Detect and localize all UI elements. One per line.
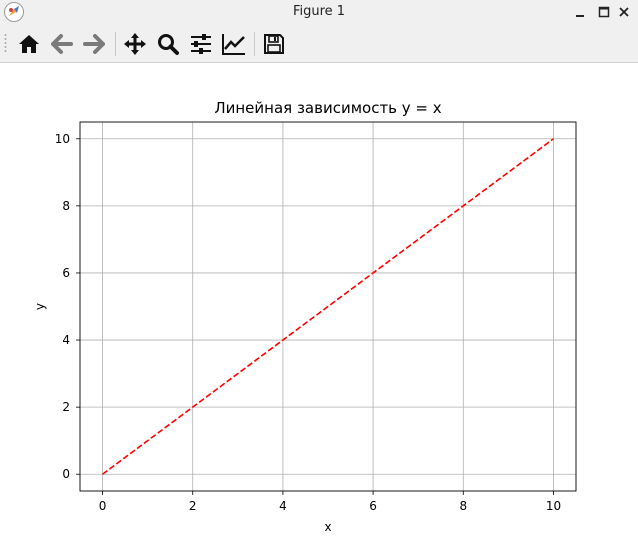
- minimize-button[interactable]: [573, 4, 587, 18]
- figure-canvas[interactable]: 0 2 4 6 8 10 0 2 4 6 8 10 Линейная зависимость y = …: [0, 63, 638, 545]
- y-tick-label: 10: [55, 132, 70, 146]
- zoom-button[interactable]: [155, 32, 181, 56]
- series-line: [102, 138, 554, 475]
- plot: 0 2 4 6 8 10 0 2 4 6 8 10 Линейная зависимость y = …: [33, 99, 577, 534]
- forward-icon: [83, 34, 105, 54]
- customize-button[interactable]: [221, 32, 247, 56]
- subplots-button[interactable]: [188, 32, 214, 56]
- title-bar: Figure 1: [0, 0, 638, 25]
- toolbar-separator: [115, 32, 116, 56]
- pan-button[interactable]: [122, 32, 148, 56]
- forward-button[interactable]: [81, 32, 107, 56]
- home-icon: [19, 35, 39, 53]
- toolbar: [0, 25, 638, 63]
- x-tick-label: 0: [99, 499, 107, 513]
- pan-icon: [124, 33, 146, 55]
- x-tick-label: 8: [459, 499, 467, 513]
- y-tick-label: 0: [62, 467, 70, 481]
- y-tick-label: 2: [62, 400, 70, 414]
- subplots-icon: [191, 34, 211, 54]
- ticks: 0 2 4 6 8 10 0 2 4 6 8 10: [55, 132, 561, 513]
- toolbar-separator: [254, 32, 255, 56]
- window-title: Figure 1: [292, 4, 346, 19]
- x-tick-label: 10: [546, 499, 561, 513]
- x-tick-label: 6: [369, 499, 377, 513]
- grid: [80, 122, 576, 491]
- home-button[interactable]: [16, 32, 42, 56]
- toolbar-grip-icon[interactable]: [4, 33, 7, 55]
- back-icon: [51, 34, 73, 54]
- x-tick-label: 4: [279, 499, 287, 513]
- y-tick-label: 6: [62, 266, 70, 280]
- x-tick-label: 2: [189, 499, 197, 513]
- zoom-icon: [158, 34, 179, 55]
- maximize-button[interactable]: [597, 4, 611, 18]
- back-button[interactable]: [49, 32, 75, 56]
- customize-icon: [222, 34, 245, 55]
- x-axis-label: x: [324, 520, 331, 534]
- axes-frame: [79, 121, 577, 492]
- app-icon: [3, 1, 25, 23]
- y-tick-label: 4: [62, 333, 70, 347]
- chart-title: Линейная зависимость y = x: [214, 99, 441, 117]
- y-axis-label: y: [33, 303, 47, 310]
- save-button[interactable]: [261, 32, 287, 56]
- save-icon: [264, 34, 284, 54]
- close-button[interactable]: [617, 4, 631, 18]
- series-layer: [102, 138, 554, 475]
- y-tick-label: 8: [62, 199, 70, 213]
